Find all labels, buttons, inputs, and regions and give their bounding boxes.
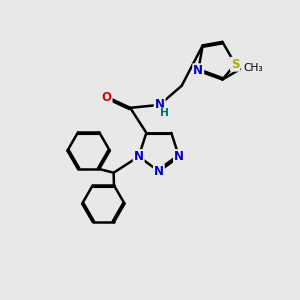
Text: CH₃: CH₃ [244,63,263,73]
Text: S: S [231,58,239,71]
Text: N: N [174,150,184,163]
Text: N: N [193,64,203,77]
Text: N: N [154,98,165,111]
Text: N: N [154,165,164,178]
Text: N: N [134,150,144,163]
Text: O: O [102,91,112,104]
Text: H: H [160,108,169,118]
